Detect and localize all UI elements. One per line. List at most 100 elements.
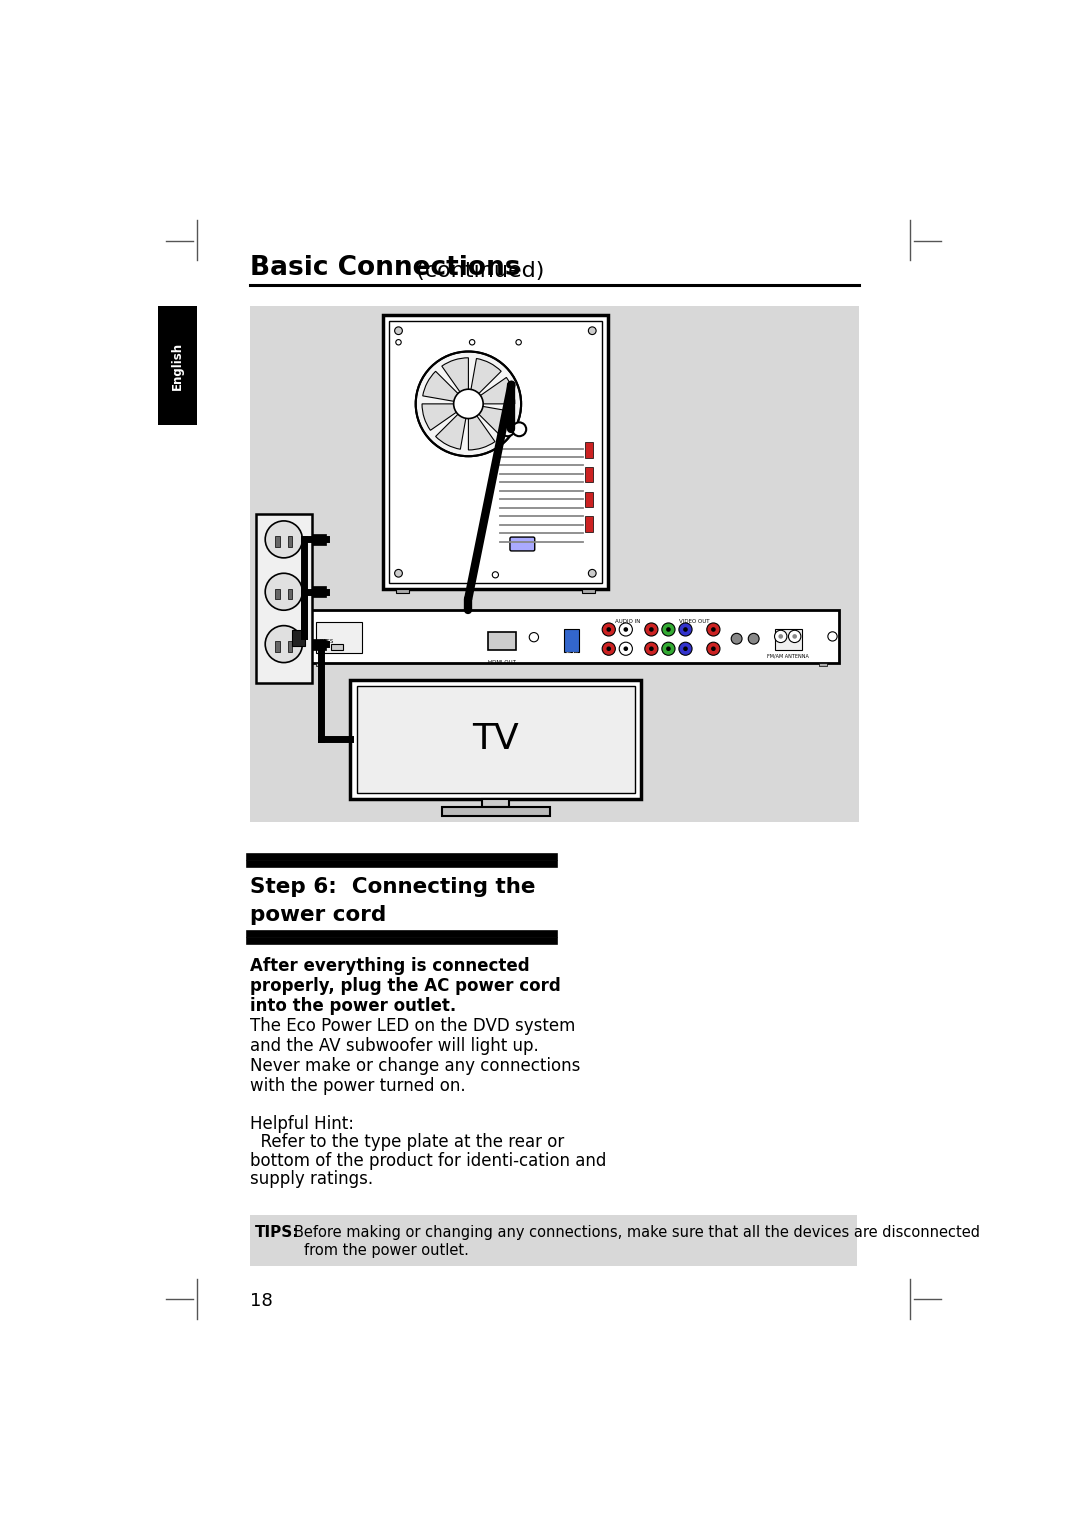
Circle shape xyxy=(645,642,658,655)
Text: (continued): (continued) xyxy=(408,261,544,280)
Circle shape xyxy=(470,340,475,344)
Bar xyxy=(396,588,408,593)
FancyBboxPatch shape xyxy=(510,536,535,552)
Circle shape xyxy=(649,628,653,632)
Bar xyxy=(356,686,635,792)
Bar xyxy=(159,306,197,425)
Bar xyxy=(275,642,280,652)
Circle shape xyxy=(788,631,801,643)
Bar xyxy=(249,1215,858,1265)
Bar xyxy=(256,514,312,683)
Circle shape xyxy=(706,642,720,655)
Text: Never make or change any connections: Never make or change any connections xyxy=(249,1056,580,1074)
Text: TIPS:: TIPS: xyxy=(255,1225,299,1241)
Circle shape xyxy=(492,572,499,578)
Circle shape xyxy=(589,326,596,335)
Circle shape xyxy=(619,642,633,655)
Circle shape xyxy=(603,642,616,655)
Circle shape xyxy=(607,628,611,632)
Bar xyxy=(585,442,593,457)
Circle shape xyxy=(645,623,658,636)
Wedge shape xyxy=(469,378,515,404)
Text: AUDIO IN: AUDIO IN xyxy=(616,619,640,625)
Bar xyxy=(312,533,326,544)
Circle shape xyxy=(711,646,716,651)
Bar xyxy=(315,622,362,652)
Circle shape xyxy=(731,634,742,645)
Circle shape xyxy=(793,634,797,639)
Circle shape xyxy=(679,642,692,655)
Wedge shape xyxy=(442,358,469,404)
Bar xyxy=(383,315,608,588)
Circle shape xyxy=(603,623,616,636)
Bar xyxy=(312,639,326,649)
Circle shape xyxy=(416,352,522,456)
Wedge shape xyxy=(435,404,469,450)
Text: VIDEO OUT: VIDEO OUT xyxy=(678,619,710,625)
Text: 18: 18 xyxy=(249,1292,272,1309)
Bar xyxy=(249,306,859,821)
Text: The Eco Power LED on the DVD system: The Eco Power LED on the DVD system xyxy=(249,1017,575,1035)
Bar xyxy=(303,610,839,663)
Text: supply ratings.: supply ratings. xyxy=(249,1170,373,1189)
Bar xyxy=(315,663,323,666)
Text: bottom of the product for identi­cation and: bottom of the product for identi­cation … xyxy=(249,1152,606,1169)
Bar xyxy=(287,536,293,547)
Circle shape xyxy=(623,628,629,632)
Bar xyxy=(820,663,827,666)
Text: from the power outlet.: from the power outlet. xyxy=(303,1244,469,1259)
Circle shape xyxy=(266,521,302,558)
Text: Before making or changing any connections, make sure that all the devices are di: Before making or changing any connection… xyxy=(294,1225,980,1241)
Circle shape xyxy=(828,632,837,642)
Bar xyxy=(585,492,593,507)
Text: Helpful Hint:: Helpful Hint: xyxy=(249,1114,354,1132)
Circle shape xyxy=(679,623,692,636)
Wedge shape xyxy=(422,404,469,430)
Text: After everything is connected: After everything is connected xyxy=(249,957,529,975)
Bar xyxy=(293,631,305,646)
Circle shape xyxy=(501,422,514,436)
Bar xyxy=(585,517,593,532)
Circle shape xyxy=(662,623,675,636)
Circle shape xyxy=(666,628,671,632)
Circle shape xyxy=(395,340,401,344)
Circle shape xyxy=(706,623,720,636)
Text: FM/AM ANTENNA: FM/AM ANTENNA xyxy=(767,654,809,658)
Text: Basic Connections: Basic Connections xyxy=(249,255,521,280)
Bar xyxy=(389,322,602,582)
Circle shape xyxy=(454,389,483,419)
Circle shape xyxy=(266,626,302,663)
Text: Step 6:  Connecting the: Step 6: Connecting the xyxy=(249,878,536,898)
Bar xyxy=(482,799,510,806)
Circle shape xyxy=(666,646,671,651)
Circle shape xyxy=(516,340,522,344)
Bar xyxy=(312,587,326,597)
Circle shape xyxy=(684,628,688,632)
Bar xyxy=(287,588,293,599)
Circle shape xyxy=(684,646,688,651)
Bar xyxy=(442,806,550,815)
Text: power cord: power cord xyxy=(249,905,386,925)
Text: TO AV
SUBWOOFER: TO AV SUBWOOFER xyxy=(558,652,584,661)
Text: TV: TV xyxy=(472,722,519,756)
Circle shape xyxy=(774,631,787,643)
Circle shape xyxy=(779,634,783,639)
Text: English: English xyxy=(171,341,184,390)
Bar xyxy=(488,632,516,651)
Circle shape xyxy=(662,642,675,655)
Bar xyxy=(564,629,579,652)
Text: into the power outlet.: into the power outlet. xyxy=(249,997,456,1015)
Bar xyxy=(585,466,593,483)
Bar xyxy=(582,588,595,593)
Circle shape xyxy=(748,634,759,645)
Wedge shape xyxy=(469,404,495,450)
Circle shape xyxy=(394,570,403,578)
Text: HDMI OUT: HDMI OUT xyxy=(488,660,516,666)
Wedge shape xyxy=(469,358,501,404)
Circle shape xyxy=(529,632,539,642)
Circle shape xyxy=(623,646,629,651)
Wedge shape xyxy=(469,404,514,436)
Text: Refer to the type plate at the rear or: Refer to the type plate at the rear or xyxy=(249,1132,564,1151)
Bar xyxy=(350,680,642,799)
Bar xyxy=(774,629,801,651)
